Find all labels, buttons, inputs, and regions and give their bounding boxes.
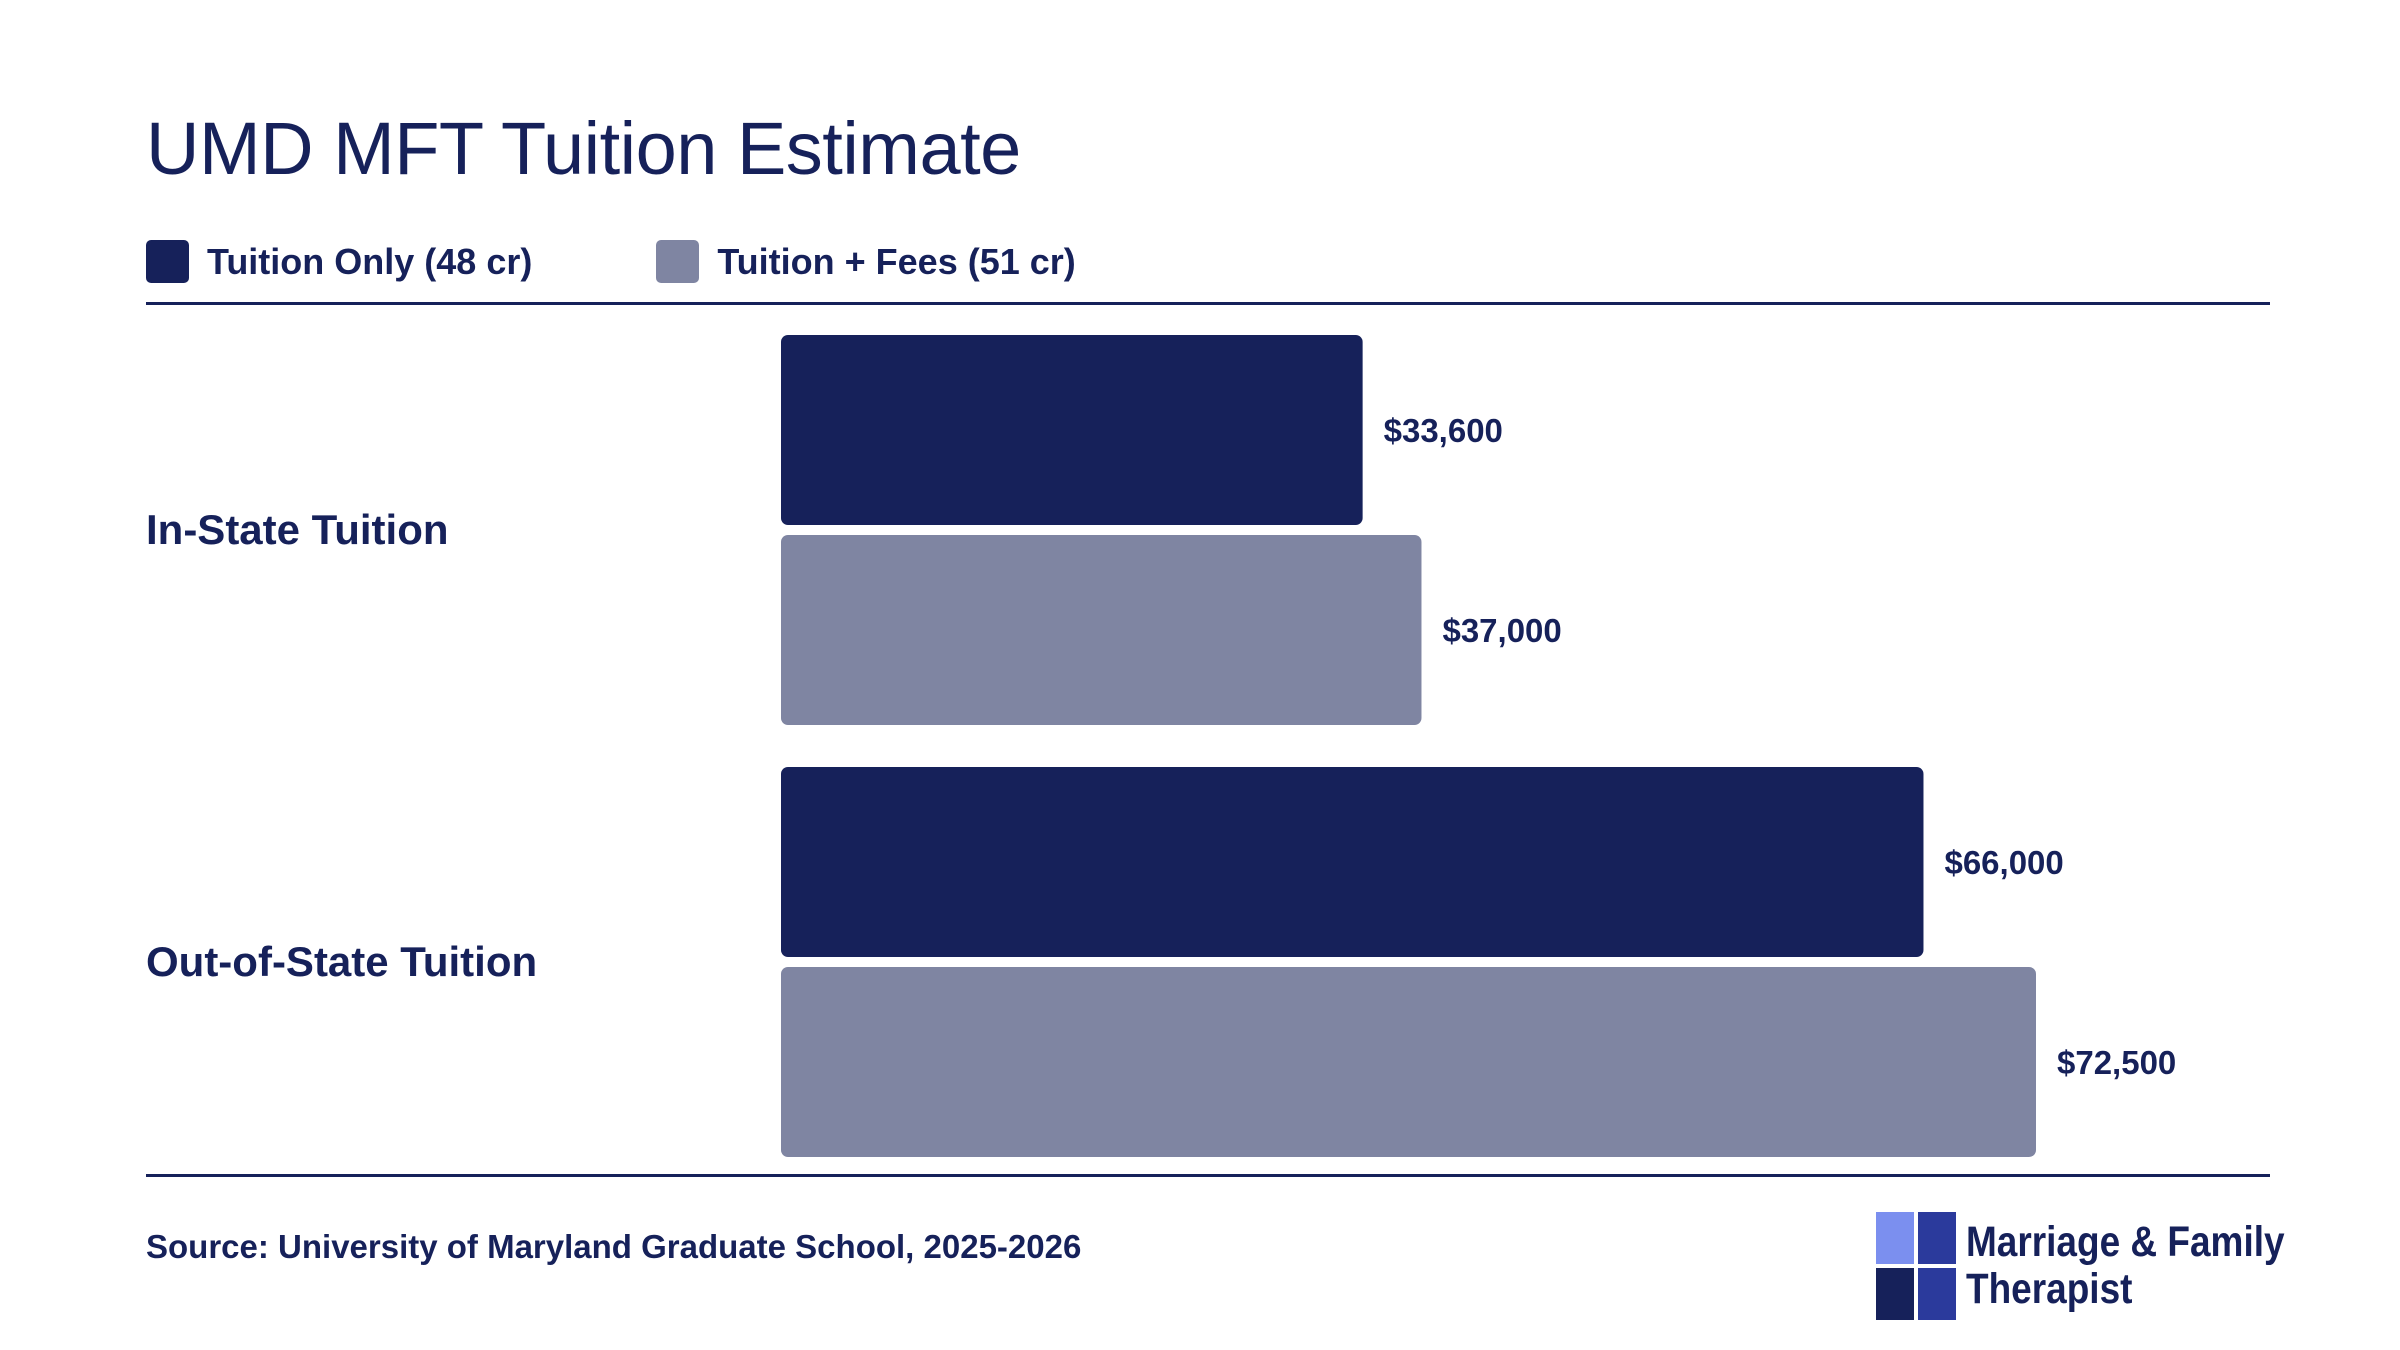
- legend-item-tuition-fees: Tuition + Fees (51 cr): [656, 240, 1076, 283]
- logo-petal-bottom-left: [1876, 1268, 1914, 1320]
- brand-line-2: Therapist: [1966, 1265, 2133, 1313]
- logo-petal-top-right: [1918, 1212, 1956, 1264]
- data-label-in-state-tuition-series-1: $33,600: [1384, 412, 1503, 449]
- brand-line-1: Marriage & Family: [1966, 1218, 2285, 1266]
- data-label-out-of-state-tuition-series-2: $72,500: [2057, 1044, 2176, 1081]
- data-label-in-state-tuition-series-2: $37,000: [1442, 612, 1561, 649]
- data-label-out-of-state-tuition-series-1: $66,000: [1944, 844, 2063, 881]
- logo-petal-bottom-right: [1918, 1268, 1956, 1320]
- legend-label-tuition-only: Tuition Only (48 cr): [207, 240, 533, 282]
- logo-petal-top-left: [1876, 1212, 1914, 1264]
- chart-legend: Tuition Only (48 cr) Tuition + Fees (51 …: [146, 240, 1200, 283]
- legend-swatch-tuition-fees: [656, 240, 700, 283]
- legend-swatch-tuition-only: [146, 240, 189, 283]
- bottom-divider: [146, 1174, 2270, 1177]
- source-note: Source: University of Maryland Graduate …: [146, 1228, 1082, 1265]
- legend-item-tuition-only: Tuition Only (48 cr): [146, 240, 532, 283]
- quad-petal-logo-icon: [1876, 1212, 1956, 1320]
- category-label-in-state-tuition: In-State Tuition: [146, 506, 449, 553]
- bar-out-of-state-tuition-series-2: [781, 967, 2036, 1157]
- chart-title: UMD MFT Tuition Estimate: [146, 107, 1021, 190]
- category-label-out-of-state-tuition: Out-of-State Tuition: [146, 938, 537, 985]
- bar-in-state-tuition-series-1: [781, 335, 1363, 525]
- brand-logo: Marriage & Family Therapist: [1876, 1212, 2336, 1320]
- bar-out-of-state-tuition-series-1: [781, 767, 1924, 957]
- top-divider: [146, 302, 2270, 305]
- legend-label-tuition-fees: Tuition + Fees (51 cr): [717, 240, 1076, 282]
- brand-wordmark: Marriage & Family Therapist: [1966, 1219, 2285, 1313]
- bar-in-state-tuition-series-2: [781, 535, 1422, 725]
